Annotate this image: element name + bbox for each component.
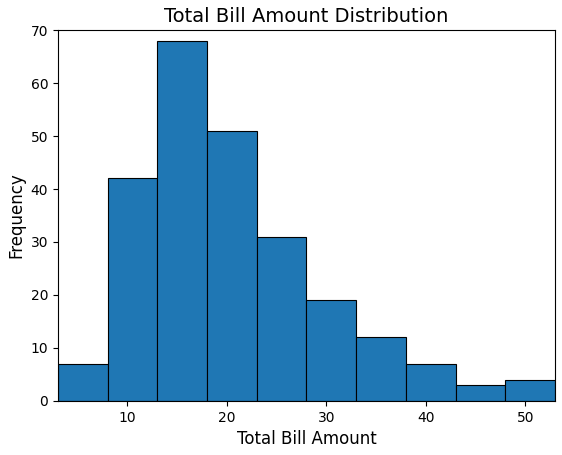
X-axis label: Total Bill Amount: Total Bill Amount [237, 430, 377, 448]
Bar [306, 300, 356, 401]
Bar [107, 178, 157, 401]
Bar [257, 237, 306, 401]
Bar [157, 41, 207, 401]
Bar [456, 385, 505, 401]
Bar [406, 364, 456, 401]
Bar [58, 364, 107, 401]
Title: Total Bill Amount Distribution: Total Bill Amount Distribution [164, 7, 448, 26]
Bar [207, 131, 257, 401]
Bar [356, 337, 406, 401]
Y-axis label: Frequency: Frequency [7, 172, 25, 258]
Bar [505, 379, 555, 401]
